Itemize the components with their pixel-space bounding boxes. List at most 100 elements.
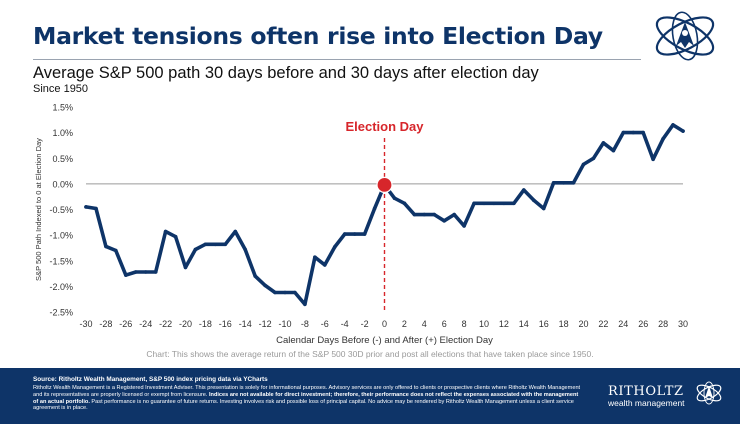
data-point [591, 156, 596, 161]
data-point [502, 201, 506, 206]
x-tick-label: -22 [159, 319, 172, 329]
data-point [143, 270, 148, 274]
data-point [541, 206, 546, 211]
data-point [213, 242, 218, 247]
y-axis-ticks: 1.5% 1.0% 0.5% 0.0% -0.5% -1.0% -1.5% -2.0% -2.5… [49, 103, 73, 318]
data-point [482, 201, 486, 206]
y-tick-label: -2.0% [49, 282, 73, 292]
data-point [532, 198, 536, 203]
x-tick-label: -14 [239, 319, 252, 329]
x-tick-label: 26 [638, 319, 648, 329]
data-point [372, 206, 377, 211]
chart-caption: Chart: This shows the average return of … [146, 349, 594, 359]
x-tick-label: -16 [219, 319, 232, 329]
data-point [362, 232, 367, 236]
y-tick-label: -1.0% [49, 231, 73, 241]
data-point [392, 196, 397, 200]
y-tick-label: 1.5% [52, 103, 73, 113]
x-axis-ticks: -30 -28 -26 -24 -22 -20 -18 -16 -14 -12 -10 -8 -6 -4-… [79, 319, 688, 329]
data-point [293, 290, 297, 295]
data-point [323, 263, 327, 267]
x-tick-label: 22 [598, 319, 608, 329]
y-tick-label: 1.0% [52, 128, 73, 138]
data-point [243, 247, 247, 252]
data-point [283, 290, 287, 295]
data-point [173, 234, 178, 239]
data-point [492, 201, 496, 206]
y-tick-label: -0.5% [49, 205, 73, 215]
data-point [601, 141, 606, 145]
data-point [551, 181, 556, 185]
data-point [183, 265, 188, 270]
data-point [412, 212, 417, 217]
data-point [233, 229, 238, 234]
data-point [313, 255, 317, 259]
chart-title: Market tensions often rise into Election… [33, 22, 603, 50]
brand-subtitle: wealth management [608, 398, 685, 408]
data-point [671, 123, 675, 127]
data-point [402, 201, 407, 206]
x-tick-label: 2 [402, 319, 407, 329]
data-point [193, 247, 198, 252]
data-point [621, 130, 626, 135]
x-axis-label: Calendar Days Before (-) and After (+) E… [276, 335, 493, 346]
x-tick-label: -28 [99, 319, 112, 329]
data-point [203, 242, 208, 247]
x-tick-label: -20 [179, 319, 192, 329]
data-point [512, 201, 516, 206]
x-tick-label: 0 [382, 319, 387, 329]
x-tick-label: 12 [499, 319, 509, 329]
line-chart: 1.5% 1.0% 0.5% 0.0% -0.5% -1.0% -1.5% -2.0% -2.5… [34, 103, 688, 347]
x-tick-label: -2 [361, 319, 369, 329]
data-point [124, 273, 128, 277]
x-tick-label: 10 [479, 319, 489, 329]
data-point [522, 188, 526, 192]
data-point [661, 137, 665, 141]
x-tick-label: 24 [618, 319, 628, 329]
x-tick-label: 20 [578, 319, 588, 329]
y-tick-label: 0.5% [52, 154, 73, 164]
data-point [114, 248, 118, 253]
data-point [452, 212, 457, 217]
data-point [104, 244, 108, 249]
series-points [84, 123, 685, 307]
data-point [253, 274, 257, 278]
data-point [84, 205, 88, 209]
disclaimer-bold: Indices are not available for direct inv… [33, 391, 579, 405]
x-tick-label: 4 [422, 319, 427, 329]
data-point [561, 181, 566, 185]
data-point [94, 206, 98, 211]
data-point [153, 270, 158, 274]
data-point [442, 219, 447, 223]
chart-subtitle: Average S&P 500 path 30 days before and … [33, 64, 539, 82]
y-tick-label: 0.0% [52, 179, 73, 189]
x-tick-label: 14 [519, 319, 529, 329]
since-note: Since 1950 [33, 83, 89, 95]
x-tick-label: 16 [539, 319, 549, 329]
data-point [462, 224, 466, 228]
disclaimer-part-1: Ritholtz Wealth Management is a Register… [33, 385, 581, 398]
x-tick-label: 28 [658, 319, 668, 329]
disclaimer: Ritholtz Wealth Management is a Register… [33, 385, 581, 412]
rwm-logo-icon [655, 11, 715, 61]
data-point [422, 212, 427, 217]
election-day-dot [376, 176, 393, 193]
data-point [352, 232, 357, 236]
y-axis-label: S&P 500 Path Indexed to 0 at Election Da… [34, 138, 43, 281]
x-tick-label: -26 [119, 319, 132, 329]
data-point [134, 270, 138, 274]
x-tick-label: 18 [559, 319, 569, 329]
series-line [84, 123, 685, 307]
rwm-logo-icon [696, 381, 722, 405]
data-point [631, 130, 636, 135]
x-tick-label: 8 [462, 319, 467, 329]
data-point [571, 181, 576, 185]
data-point [263, 283, 267, 288]
data-point [681, 129, 685, 133]
y-tick-label: -2.5% [49, 308, 73, 318]
y-tick-label: -1.5% [49, 256, 73, 266]
x-tick-label: -12 [259, 319, 272, 329]
data-point [472, 201, 476, 206]
data-point [651, 157, 655, 162]
x-tick-label: -4 [341, 319, 349, 329]
